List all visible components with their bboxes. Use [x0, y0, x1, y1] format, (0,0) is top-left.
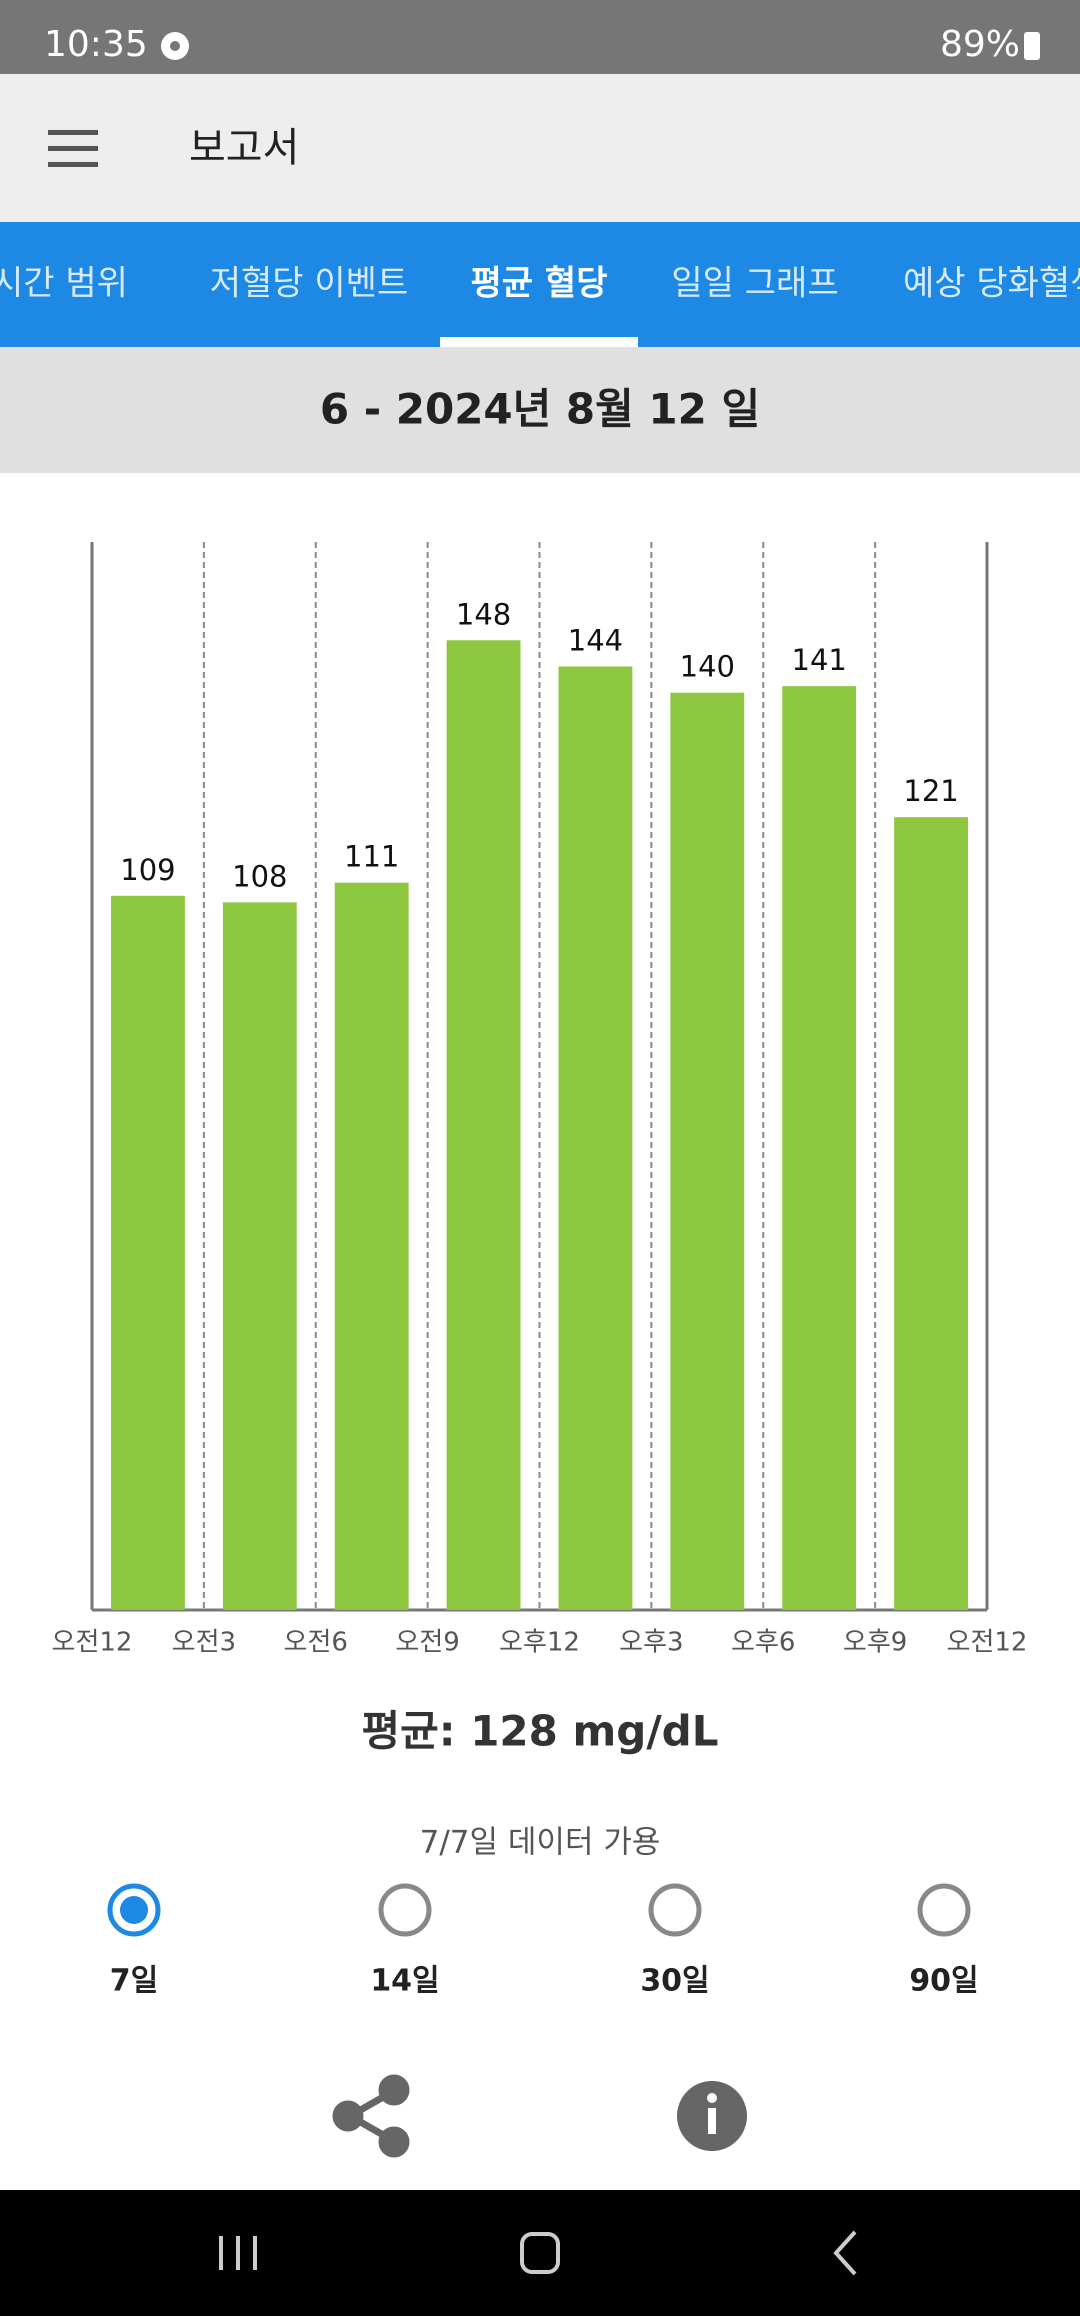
nav-home[interactable]	[520, 2232, 560, 2274]
date-header	[0, 347, 1080, 473]
share-dot	[378, 2126, 410, 2158]
radio-label: 7일	[110, 1964, 158, 1999]
bar	[782, 686, 857, 1610]
bar	[558, 666, 633, 1610]
tab[interactable]: 시간 범위	[0, 264, 128, 304]
x-tick-label: 오후6	[731, 1628, 795, 1658]
date-text: 6 - 2024년 8월 12 일	[320, 385, 760, 434]
status-bar	[0, 0, 1080, 74]
radio-label: 30일	[640, 1964, 709, 1999]
x-tick-label: 오후3	[619, 1628, 683, 1658]
value-label: 109	[120, 853, 175, 887]
value-label: 121	[903, 774, 958, 808]
menu-button[interactable]	[48, 130, 98, 167]
share-dot	[378, 2074, 410, 2106]
value-label: 108	[232, 859, 287, 893]
menu-line	[48, 146, 98, 151]
x-tick-label: 오후12	[499, 1628, 580, 1658]
battery-icon	[1024, 32, 1040, 60]
value-label: 144	[568, 623, 623, 657]
value-label: 148	[456, 597, 511, 631]
bar	[111, 895, 185, 1610]
x-tick-label: 오전12	[947, 1628, 1028, 1658]
bar	[334, 882, 409, 1610]
average-text: 평균: 128 mg/dL	[362, 1707, 719, 1756]
value-label: 111	[344, 840, 399, 874]
status-battery: 89%	[940, 24, 1020, 65]
value-label: 141	[792, 643, 847, 677]
bar	[222, 902, 297, 1610]
bar	[446, 640, 521, 1610]
share-dot	[332, 2100, 364, 2132]
info-dot	[707, 2093, 717, 2103]
availability-text: 7/7일 데이터 가용	[420, 1825, 661, 1861]
x-tick-label: 오전12	[52, 1628, 133, 1658]
x-tick-label: 오전6	[284, 1628, 348, 1658]
radio-label: 90일	[909, 1964, 978, 1999]
radio-dot	[120, 1896, 148, 1924]
radio-label: 14일	[370, 1964, 439, 1999]
tab-indicator	[440, 337, 638, 347]
x-tick-label: 오전3	[172, 1628, 236, 1658]
tab[interactable]: 저혈당 이벤트	[210, 264, 409, 304]
nav-bar	[0, 2190, 1080, 2316]
menu-line	[48, 162, 98, 167]
info-button[interactable]	[677, 2081, 747, 2151]
app-bar	[0, 74, 1080, 222]
nav-back[interactable]	[833, 2230, 857, 2276]
tab[interactable]: 일일 그래프	[671, 264, 838, 304]
radio-button[interactable]	[378, 1883, 432, 1937]
share-button[interactable]	[332, 2074, 410, 2158]
radio-button[interactable]	[648, 1883, 702, 1937]
x-tick-label: 오전9	[395, 1628, 459, 1658]
bar	[894, 817, 968, 1610]
status-time: 10:35	[44, 24, 148, 65]
menu-line	[48, 130, 98, 135]
x-tick-label: 오후9	[843, 1628, 907, 1658]
radio-button[interactable]	[107, 1883, 161, 1937]
info-bar	[708, 2108, 716, 2134]
tab[interactable]: 예상 당화혈색	[903, 264, 1080, 304]
value-label: 140	[680, 650, 735, 684]
bar	[670, 692, 745, 1610]
tab[interactable]: 평균 혈당	[471, 264, 608, 304]
radio-button[interactable]	[917, 1883, 971, 1937]
status-icon	[170, 41, 180, 51]
tab-bar	[0, 222, 1080, 347]
app-title: 보고서	[189, 125, 299, 171]
